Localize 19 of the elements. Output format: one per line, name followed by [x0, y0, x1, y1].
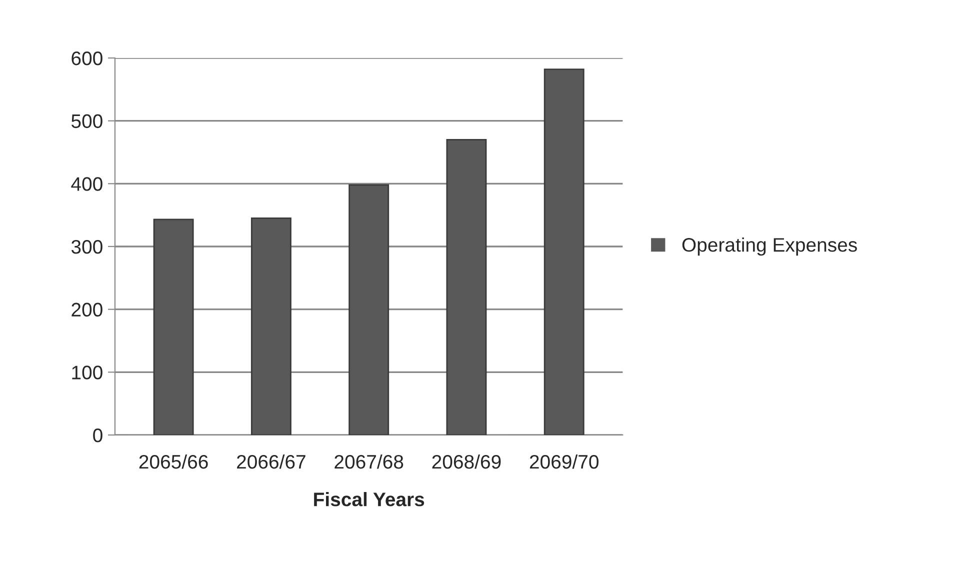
- y-tick-label: 200: [72, 302, 102, 317]
- y-tick-label: 600: [72, 51, 102, 66]
- x-axis-title: Fiscal Years: [314, 492, 424, 506]
- legend-label: Operating Expenses: [682, 237, 857, 256]
- x-tick-label: 2065/66: [139, 454, 208, 469]
- x-tick-label: 2067/68: [334, 454, 404, 469]
- y-tick-label: 500: [71, 114, 102, 128]
- y-tick-label: 100: [72, 366, 102, 380]
- bar: [544, 68, 584, 435]
- y-tick-label: 400: [71, 177, 102, 191]
- y-tick-label: 0: [93, 428, 102, 442]
- bar: [250, 218, 292, 435]
- x-tick-label: 2066/67: [237, 454, 306, 469]
- y-tick-label: 300: [71, 240, 102, 254]
- bar: [348, 184, 390, 435]
- x-tick-label: 2068/69: [432, 454, 501, 469]
- bar: [446, 138, 487, 435]
- bar: [153, 218, 194, 435]
- x-tick-label: 2069/70: [530, 454, 598, 469]
